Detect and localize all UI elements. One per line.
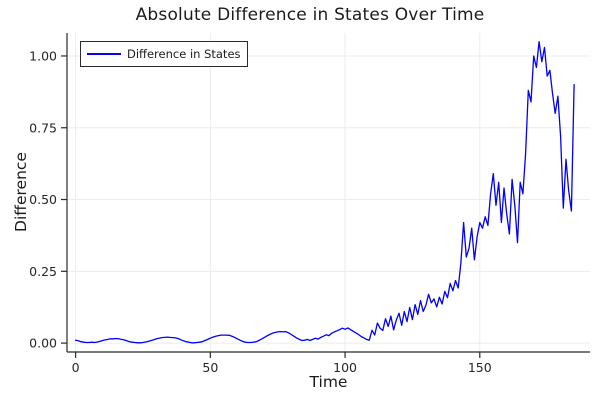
y-tick-label: 0.75 (29, 120, 57, 135)
y-tick-label: 0.25 (29, 264, 57, 279)
y-axis-label: Difference (12, 152, 30, 232)
y-tick-label: 1.00 (29, 48, 57, 63)
chart-title: Absolute Difference in States Over Time (135, 5, 485, 25)
data-line (74, 40, 575, 344)
legend-series-label: Difference in States (127, 47, 241, 61)
x-axis-label: Time (309, 373, 348, 391)
x-tick-label: 0 (72, 360, 80, 375)
y-tick-label: 0.00 (29, 336, 57, 351)
legend-line-swatch (87, 53, 121, 55)
x-tick-label: 50 (202, 360, 218, 375)
legend: Difference in States (80, 41, 248, 67)
x-tick-label: 150 (468, 360, 492, 375)
x-tick-label: 100 (333, 360, 357, 375)
y-tick-label: 0.50 (29, 192, 57, 207)
